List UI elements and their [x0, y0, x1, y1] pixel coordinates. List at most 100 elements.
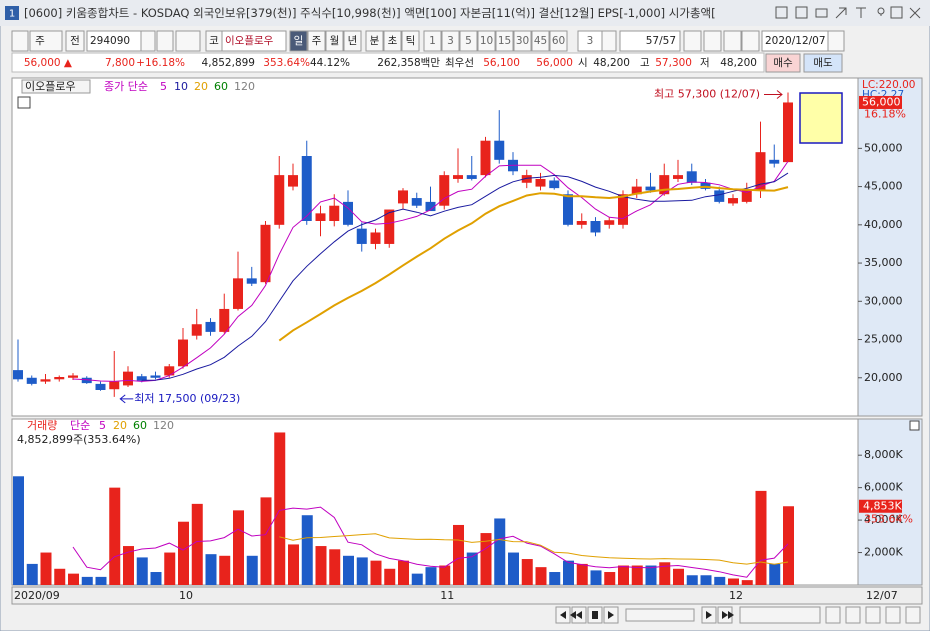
button[interactable]	[441, 30, 460, 52]
x-axis	[11, 586, 923, 605]
scale-label: LC:220.00	[862, 79, 915, 91]
bid: 56,000	[536, 57, 573, 69]
button[interactable]	[289, 30, 308, 52]
button[interactable]	[765, 53, 801, 73]
candle-body	[54, 377, 65, 380]
button[interactable]	[601, 30, 617, 52]
button[interactable]	[156, 30, 174, 52]
period-button[interactable]: 월	[330, 35, 340, 47]
candle-body	[549, 180, 560, 189]
candle-body	[411, 198, 422, 206]
volume-tick-label: 6,000K	[864, 481, 903, 494]
period-button[interactable]: 년	[348, 35, 358, 47]
button[interactable]	[495, 30, 514, 52]
button[interactable]	[343, 30, 362, 52]
candle-body	[645, 186, 656, 191]
volume-ma-label: 단순	[70, 419, 90, 432]
market-button[interactable]: 코	[209, 35, 219, 47]
ma-label: 종가 단순	[104, 80, 148, 93]
price: 56,000 ▲	[24, 57, 73, 69]
interval-button[interactable]: 1	[429, 35, 436, 47]
button[interactable]	[383, 30, 402, 52]
grid-icon[interactable]	[17, 96, 31, 109]
button[interactable]	[803, 53, 843, 73]
button[interactable]	[531, 30, 550, 52]
volume-bar	[425, 567, 437, 585]
candle-body	[246, 278, 257, 284]
volume-ratio: 353.64%	[263, 57, 310, 69]
volume-bar	[604, 572, 616, 585]
y-tick-label: 45,000	[864, 180, 903, 193]
volume-bar	[508, 552, 519, 585]
button[interactable]	[741, 30, 760, 52]
candle-body	[728, 198, 738, 204]
candle-body	[439, 175, 450, 206]
name-box[interactable]	[221, 30, 287, 52]
interval-button[interactable]: 30	[516, 35, 529, 47]
date-input: 2020/12/07	[765, 35, 826, 47]
button[interactable]	[619, 30, 681, 52]
button[interactable]	[401, 30, 420, 52]
sell-button[interactable]: 매도	[813, 57, 833, 69]
button[interactable]	[11, 30, 29, 52]
panel-icon[interactable]	[909, 420, 920, 431]
button[interactable]	[683, 30, 702, 52]
buy-button[interactable]: 매수	[773, 57, 793, 69]
toolbar: 주 전 294090 코 이오플로우 일 주 월 년 분 초 틱 1 3 5 10 15 30 45 60 3 57/57…	[11, 30, 845, 73]
volume-bar	[54, 568, 66, 585]
button[interactable]	[703, 30, 722, 52]
interval-button[interactable]: 3	[447, 35, 454, 47]
candle-body	[136, 376, 147, 381]
button[interactable]	[65, 30, 85, 52]
period-button[interactable]: 일	[294, 34, 304, 47]
candle-body	[191, 324, 202, 336]
period-button[interactable]: 초	[388, 35, 398, 47]
interval-button[interactable]: 15	[498, 35, 511, 47]
candle-body	[618, 194, 628, 225]
volume-bar	[343, 555, 354, 585]
interval-button[interactable]: 10	[480, 35, 493, 47]
volume-bar	[40, 552, 52, 585]
prev-button[interactable]: 전	[70, 35, 80, 47]
period-button[interactable]: 분	[370, 35, 380, 47]
legend-name-box	[21, 79, 91, 94]
period-button[interactable]: 틱	[406, 35, 416, 47]
min-arrow	[119, 394, 134, 404]
candle-body	[659, 175, 670, 195]
candle-body	[13, 370, 23, 380]
interval-button[interactable]: 60	[552, 35, 565, 47]
turnover: 44.12%	[310, 57, 350, 69]
volume-bar	[274, 432, 286, 585]
scroll-arrows[interactable]	[560, 611, 734, 619]
window-buttons[interactable]	[775, 6, 921, 19]
button[interactable]	[423, 30, 442, 52]
button[interactable]	[307, 30, 326, 52]
candle-body	[288, 175, 298, 187]
volume-bar	[645, 565, 657, 585]
interval-button[interactable]: 45	[534, 35, 547, 47]
button[interactable]	[723, 30, 742, 52]
volume-bar	[136, 557, 148, 585]
interval-button[interactable]: 5	[465, 35, 472, 47]
volume-bar	[109, 487, 121, 585]
button[interactable]	[549, 30, 568, 52]
button[interactable]	[827, 30, 845, 52]
legend-name: 이오플로우	[25, 80, 76, 93]
button[interactable]	[513, 30, 532, 52]
button[interactable]	[459, 30, 478, 52]
button[interactable]	[477, 30, 496, 52]
button[interactable]	[29, 30, 63, 52]
button[interactable]	[175, 30, 201, 52]
low-label: 저	[700, 57, 710, 69]
button[interactable]	[325, 30, 344, 52]
y-tick-label: 40,000	[864, 218, 903, 231]
change-pct: +16.18%	[136, 57, 185, 69]
period-button[interactable]: 주	[312, 35, 322, 47]
volume-bar	[480, 533, 492, 585]
candle-body	[274, 175, 285, 225]
button[interactable]	[365, 30, 384, 52]
volume-bar	[178, 521, 189, 585]
candle-body	[494, 140, 505, 160]
candle-body	[755, 152, 766, 191]
button[interactable]	[140, 30, 156, 52]
